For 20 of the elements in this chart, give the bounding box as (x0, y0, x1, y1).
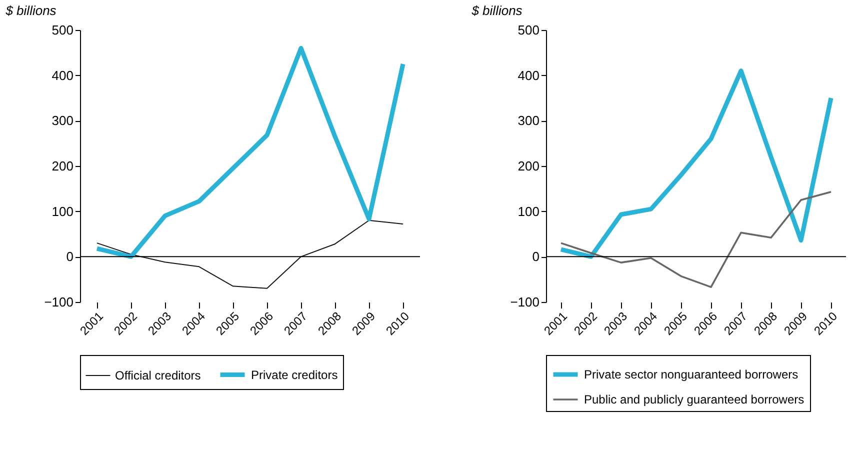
legend-label: Official creditors (115, 368, 201, 382)
y-tick-label: 0 (532, 249, 540, 264)
y-tick-label: 100 (52, 204, 74, 219)
y-axis-title: $ billions (4, 3, 57, 18)
y-tick-label: 400 (52, 68, 74, 83)
y-tick-label: 0 (66, 249, 74, 264)
legend-label: Public and publicly guaranteed borrowers (584, 392, 804, 406)
y-tick-label: 400 (518, 68, 540, 83)
y-tick-label: 500 (52, 22, 74, 38)
y-tick-label: 200 (518, 158, 540, 174)
y-tick-label: 300 (52, 113, 74, 128)
y-tick-label: 500 (518, 22, 540, 38)
y-tick-label: −100 (44, 294, 74, 310)
y-axis-title: $ billions (470, 3, 523, 18)
y-tick-label: −100 (510, 294, 540, 310)
y-tick-label: 200 (52, 158, 74, 174)
y-tick-label: 100 (518, 204, 540, 219)
legend-label: Private creditors (251, 368, 338, 382)
y-tick-label: 300 (518, 113, 540, 128)
legend-label: Private sector nonguaranteed borrowers (584, 368, 798, 382)
